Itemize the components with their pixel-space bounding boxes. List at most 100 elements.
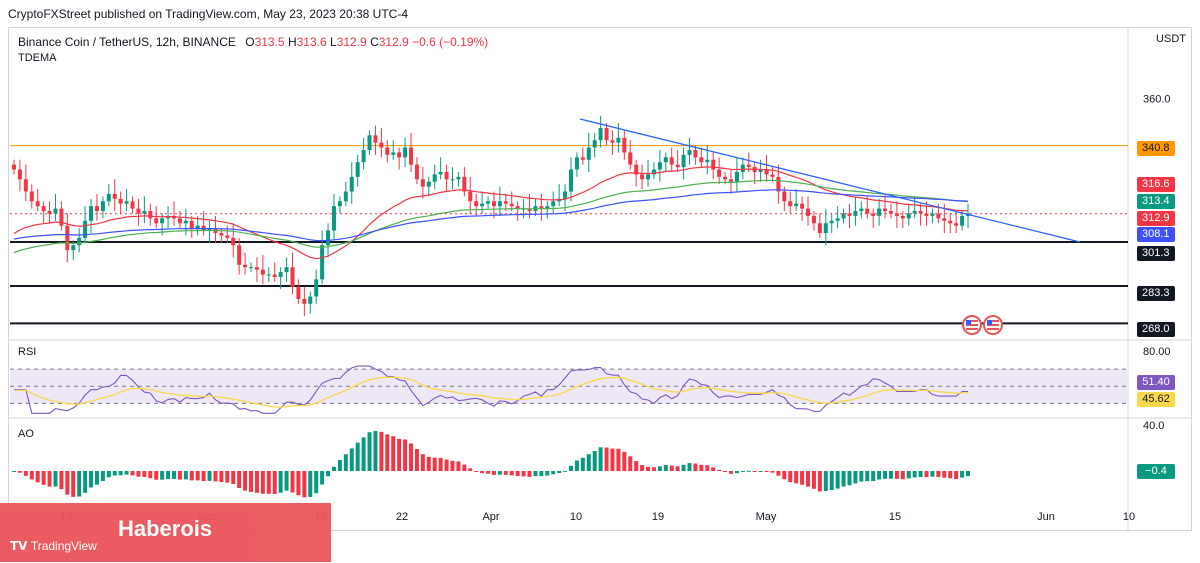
- candle-body: [379, 142, 384, 148]
- candle-body: [782, 191, 787, 202]
- ao-bar: [47, 471, 52, 487]
- candle-body: [811, 215, 816, 224]
- ao-bar: [474, 471, 479, 472]
- candle-body: [106, 193, 111, 202]
- ao-bar: [254, 471, 259, 493]
- ao-bar: [717, 469, 722, 471]
- ao-bar: [811, 471, 816, 489]
- candle-body: [462, 176, 467, 192]
- indicator-value-label: 51.40: [1137, 375, 1175, 390]
- candle-body: [290, 267, 295, 287]
- ao-bar: [770, 471, 775, 473]
- ao-bar: [337, 459, 342, 471]
- ao-bar: [580, 457, 585, 471]
- ao-bar: [675, 466, 680, 471]
- ao-bar: [865, 471, 870, 482]
- candle-body: [486, 201, 491, 204]
- candle-body: [231, 237, 236, 246]
- price-axis-label: 313.4: [1137, 194, 1175, 209]
- candle-body: [23, 179, 28, 192]
- rsi-band: [10, 369, 1128, 404]
- ao-bar: [622, 451, 627, 471]
- candle-body: [817, 223, 822, 234]
- ao-bar: [308, 471, 313, 497]
- ao-bar: [426, 456, 431, 471]
- ao-bar: [841, 471, 846, 487]
- ao-bar: [41, 471, 46, 485]
- candle-body: [480, 203, 485, 207]
- ao-bar: [551, 471, 556, 475]
- ao-bar: [699, 464, 704, 471]
- ao-bar: [397, 438, 402, 471]
- candle-body: [53, 208, 58, 214]
- ao-bar: [705, 465, 710, 471]
- candle-body: [877, 208, 882, 216]
- ao-bar: [53, 471, 58, 487]
- candle-body: [563, 191, 568, 199]
- ao-bar: [160, 471, 165, 480]
- candle-body: [136, 208, 141, 214]
- candle-body: [865, 208, 870, 214]
- ema-mid-line: [13, 179, 969, 254]
- ao-bar: [385, 434, 390, 471]
- ao-bar: [237, 471, 242, 488]
- candle-body: [142, 211, 147, 214]
- ao-bar: [189, 471, 194, 481]
- ao-bar: [112, 471, 117, 476]
- candle-body: [403, 147, 408, 158]
- ao-bar: [331, 466, 336, 471]
- ao-bar: [574, 460, 579, 471]
- candle-body: [373, 135, 378, 143]
- x-tick-label: 19: [652, 511, 664, 523]
- ao-bar: [912, 471, 917, 478]
- candle-body: [527, 208, 532, 212]
- candle-body: [438, 171, 443, 175]
- price-axis-label: 340.8: [1137, 141, 1175, 156]
- candle-body: [237, 245, 242, 265]
- candle-body: [924, 213, 929, 216]
- ao-bar: [373, 431, 378, 471]
- chart-legend: Binance Coin / TetherUS, 12h, BINANCE O3…: [18, 35, 488, 49]
- candle-body: [728, 179, 733, 182]
- ao-bar: [693, 463, 698, 471]
- candle-body: [900, 215, 905, 219]
- candle-body: [331, 206, 336, 231]
- ao-bar: [486, 471, 491, 474]
- ao-bar: [124, 471, 129, 475]
- rsi-line: [14, 365, 968, 414]
- candle-body: [574, 157, 579, 170]
- candle-body: [758, 169, 763, 172]
- ao-bar: [669, 465, 674, 471]
- chart-frame: [8, 27, 1192, 531]
- candle-body: [249, 267, 254, 269]
- candle-body: [320, 245, 325, 280]
- candle-body: [592, 140, 597, 148]
- ao-bar: [391, 436, 396, 471]
- event-flags: [960, 314, 1006, 341]
- ao-bar: [326, 471, 331, 477]
- candle-body: [302, 298, 307, 304]
- ao-bar: [640, 465, 645, 471]
- ao-bar: [794, 471, 799, 484]
- watermark-banner: Haberois 𝗧𝗩 TradingView: [0, 503, 331, 562]
- price-axis-label: 308.1: [1137, 227, 1175, 242]
- ao-bar: [444, 459, 449, 471]
- ao-bar: [491, 471, 496, 475]
- candle-body: [337, 201, 342, 207]
- rsi-label: RSI: [18, 346, 37, 358]
- ao-bar: [260, 471, 265, 494]
- candle-body: [456, 176, 461, 180]
- candle-body: [65, 225, 70, 251]
- ao-bar: [628, 456, 633, 471]
- candle-body: [272, 274, 277, 277]
- ao-bar: [219, 471, 224, 482]
- candle-body: [355, 162, 360, 177]
- candle-body: [669, 157, 674, 165]
- candle-body: [545, 206, 550, 209]
- high-key: H: [287, 35, 297, 49]
- candle-body: [954, 223, 959, 226]
- candle-body: [195, 225, 200, 229]
- ao-bar: [456, 461, 461, 471]
- candle-body: [687, 149, 692, 155]
